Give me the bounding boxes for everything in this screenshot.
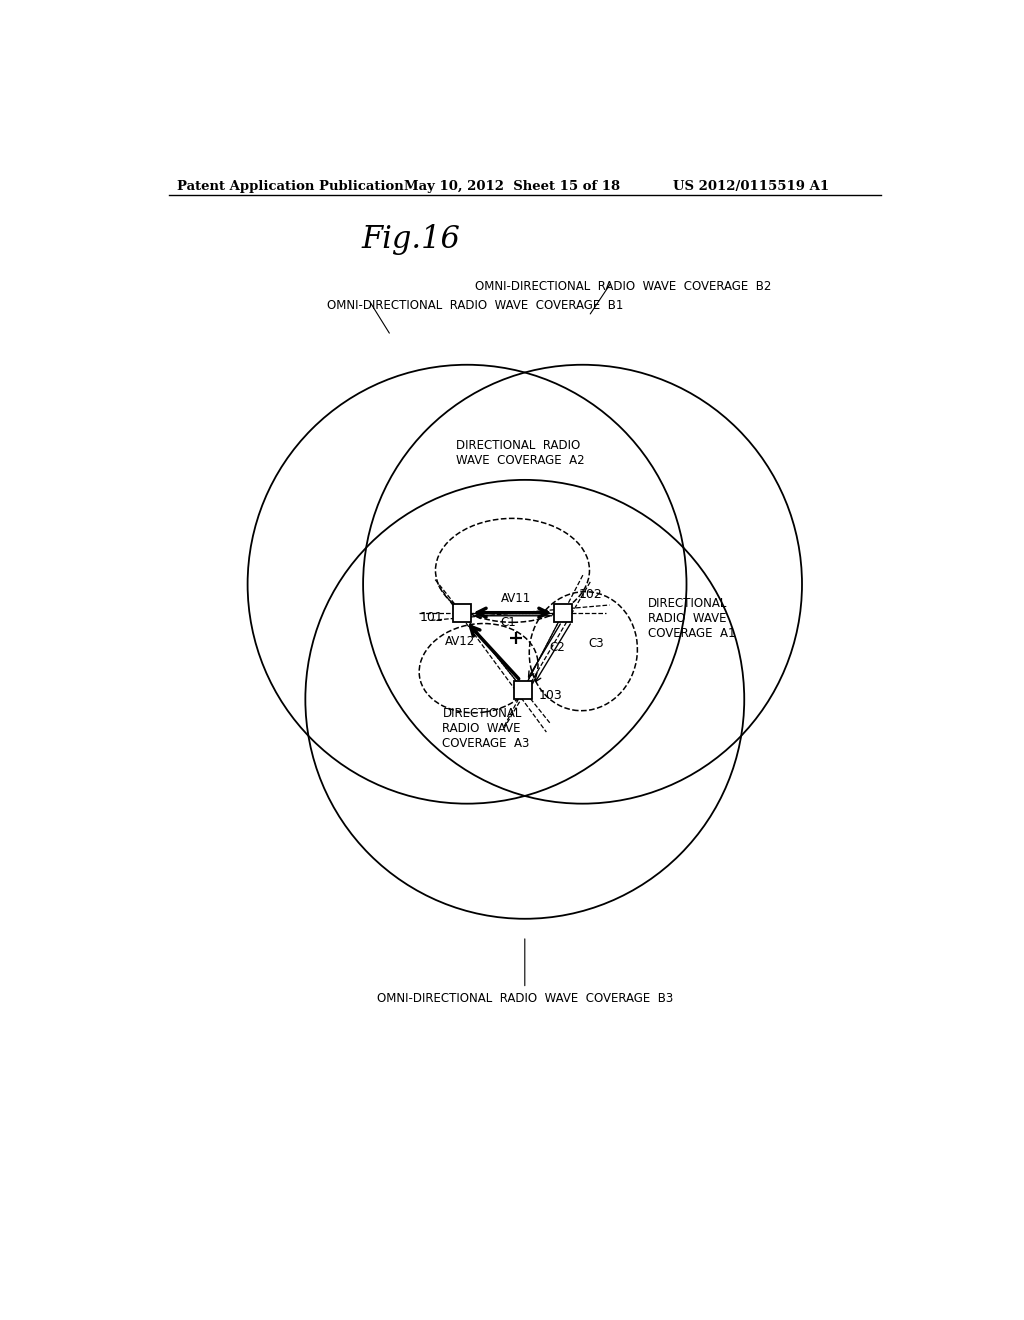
Text: DIRECTIONAL  RADIO
WAVE  COVERAGE  A2: DIRECTIONAL RADIO WAVE COVERAGE A2 [456,440,584,467]
Text: OMNI-DIRECTIONAL  RADIO  WAVE  COVERAGE  B3: OMNI-DIRECTIONAL RADIO WAVE COVERAGE B3 [377,991,673,1005]
FancyBboxPatch shape [453,603,470,622]
Text: AV11: AV11 [501,591,531,605]
Text: US 2012/0115519 A1: US 2012/0115519 A1 [674,180,829,193]
Text: C2: C2 [550,642,565,655]
Text: 102: 102 [579,587,602,601]
Text: AV12: AV12 [445,635,475,648]
Text: DIRECTIONAL
RADIO  WAVE
COVERAGE  A3: DIRECTIONAL RADIO WAVE COVERAGE A3 [442,706,529,750]
Text: May 10, 2012  Sheet 15 of 18: May 10, 2012 Sheet 15 of 18 [403,180,621,193]
Text: OMNI-DIRECTIONAL  RADIO  WAVE  COVERAGE  B1: OMNI-DIRECTIONAL RADIO WAVE COVERAGE B1 [327,298,624,312]
Text: C3: C3 [589,638,604,651]
Text: 103: 103 [539,689,562,702]
Text: C1: C1 [501,616,516,628]
Text: Patent Application Publication: Patent Application Publication [177,180,403,193]
FancyBboxPatch shape [554,603,572,622]
FancyBboxPatch shape [514,681,532,698]
Text: OMNI-DIRECTIONAL  RADIO  WAVE  COVERAGE  B2: OMNI-DIRECTIONAL RADIO WAVE COVERAGE B2 [475,280,771,293]
Text: Fig.16: Fig.16 [361,224,461,255]
Text: 101: 101 [420,611,443,624]
Text: DIRECTIONAL
RADIO  WAVE
COVERAGE  A1: DIRECTIONAL RADIO WAVE COVERAGE A1 [648,598,735,640]
